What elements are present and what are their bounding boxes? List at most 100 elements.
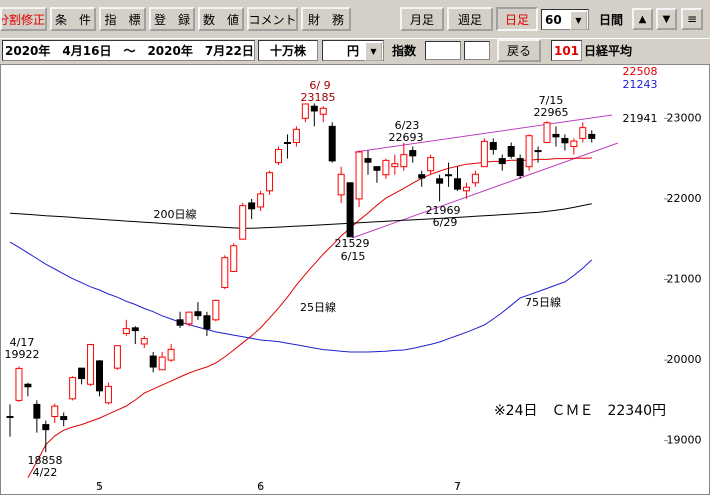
arrow-button[interactable]: ▲ — [632, 8, 653, 30]
candle-body — [104, 385, 112, 404]
candle-body — [301, 103, 309, 119]
annotation: 4/17 — [10, 336, 35, 349]
candle-body — [373, 166, 381, 171]
candle-body — [319, 107, 327, 115]
button[interactable]: コメント — [247, 7, 298, 31]
candle-body — [230, 245, 238, 272]
button[interactable]: 分割修正 — [0, 7, 47, 31]
date-range: 2020年 4月16日 ～ 2020年 7月22日 — [2, 40, 255, 61]
arrow-button[interactable]: ▼ — [656, 8, 677, 30]
x-tick-label: 7 — [454, 480, 461, 493]
candle-body — [221, 257, 229, 289]
annotation-value: 22965 — [534, 106, 569, 119]
back-button[interactable]: 戻る — [497, 39, 541, 62]
candle-body — [462, 186, 470, 192]
candle-body — [552, 133, 560, 138]
menu-button[interactable]: ≡ — [681, 8, 703, 30]
last-value: 21941 — [623, 112, 658, 125]
candle-body — [382, 159, 390, 176]
candle-body — [292, 128, 300, 143]
annotation-value: 21529 — [335, 237, 370, 250]
index-code: 101 — [551, 40, 582, 61]
candle-body — [239, 205, 247, 240]
candle-body — [69, 377, 77, 400]
trend-line — [351, 142, 619, 239]
empty-box — [464, 41, 490, 60]
button[interactable]: 条 件 — [50, 7, 96, 31]
annotation-value: 21969 — [426, 204, 461, 217]
candle-body — [391, 163, 399, 168]
candle-body — [140, 338, 148, 345]
candle-body — [328, 125, 336, 162]
candle-body — [167, 348, 175, 361]
period-button[interactable]: 週足 — [447, 7, 493, 31]
dropdown-arrow[interactable]: ▼ — [570, 11, 587, 30]
candle-body — [149, 355, 157, 368]
candle-body — [60, 416, 68, 421]
annotation-value: 18858 — [28, 454, 63, 467]
annotation-value: 23185 — [301, 91, 336, 104]
currency-select[interactable]: 円 ▼ — [322, 40, 384, 61]
moving-average — [9, 203, 592, 229]
candle-body — [427, 157, 435, 172]
annotation: 7/15 — [539, 94, 564, 107]
candle-body — [364, 158, 372, 163]
candle-body — [480, 140, 488, 168]
candle-body — [570, 140, 578, 148]
candle-body — [96, 360, 103, 392]
candle-body — [266, 172, 274, 192]
series-label: 75日線 — [525, 296, 561, 309]
candle-body — [409, 150, 417, 157]
candle-body — [498, 158, 506, 165]
candle-body — [543, 122, 551, 143]
chart-frame — [0, 64, 710, 495]
y-tick-label: 19000 — [667, 434, 702, 447]
annotation: 6/15 — [341, 250, 366, 263]
annotation: 6/23 — [395, 119, 420, 132]
candle-body — [122, 328, 130, 335]
button[interactable]: 財 務 — [301, 7, 351, 31]
x-tick-label: 6 — [257, 480, 264, 493]
button[interactable]: 登 録 — [149, 7, 195, 31]
y-tick-label: 23000 — [667, 111, 702, 124]
note: ※24日 ＣＭＥ 22340円 — [494, 403, 666, 419]
candle-body — [525, 135, 533, 168]
last-value: 22508 — [623, 65, 658, 78]
x-tick-label: 5 — [96, 480, 103, 493]
span-unit: 日間 — [598, 13, 623, 27]
candle-body — [42, 424, 50, 431]
index-label: 指数 — [391, 44, 416, 58]
annotation: 4/22 — [33, 466, 58, 479]
candle-body — [400, 154, 408, 168]
candle-body — [15, 367, 23, 401]
volume-unit: 十万株 — [258, 40, 318, 61]
candle-body — [310, 105, 318, 112]
y-tick-label: 22000 — [667, 192, 702, 205]
series-label: 200日線 — [154, 208, 197, 221]
candle-body — [203, 315, 211, 330]
moving-average — [9, 241, 593, 353]
dropdown-arrow[interactable]: ▼ — [365, 42, 382, 61]
candle-body — [507, 146, 515, 157]
period-button[interactable]: 月足 — [400, 7, 444, 31]
span-select[interactable]: 60 ▼ — [541, 9, 589, 30]
index-name: 日経平均 — [584, 44, 633, 58]
annotation-value: 22693 — [389, 131, 424, 144]
period-button[interactable]: 日足 — [496, 7, 538, 31]
y-tick-label: 21000 — [667, 273, 702, 286]
span-value: 60 — [545, 12, 562, 27]
button[interactable]: 数 値 — [198, 7, 244, 31]
candle-body — [113, 345, 121, 369]
candle-body — [489, 141, 497, 150]
candle-body — [337, 173, 345, 196]
candle-body — [158, 356, 166, 371]
candle-body — [87, 344, 95, 385]
candle-body — [516, 158, 524, 177]
candle-body — [257, 193, 265, 208]
candle-body — [248, 202, 256, 210]
button[interactable]: 指 標 — [99, 7, 146, 31]
candle-body — [131, 327, 139, 332]
candle-body — [579, 127, 587, 139]
empty-box — [425, 41, 461, 60]
